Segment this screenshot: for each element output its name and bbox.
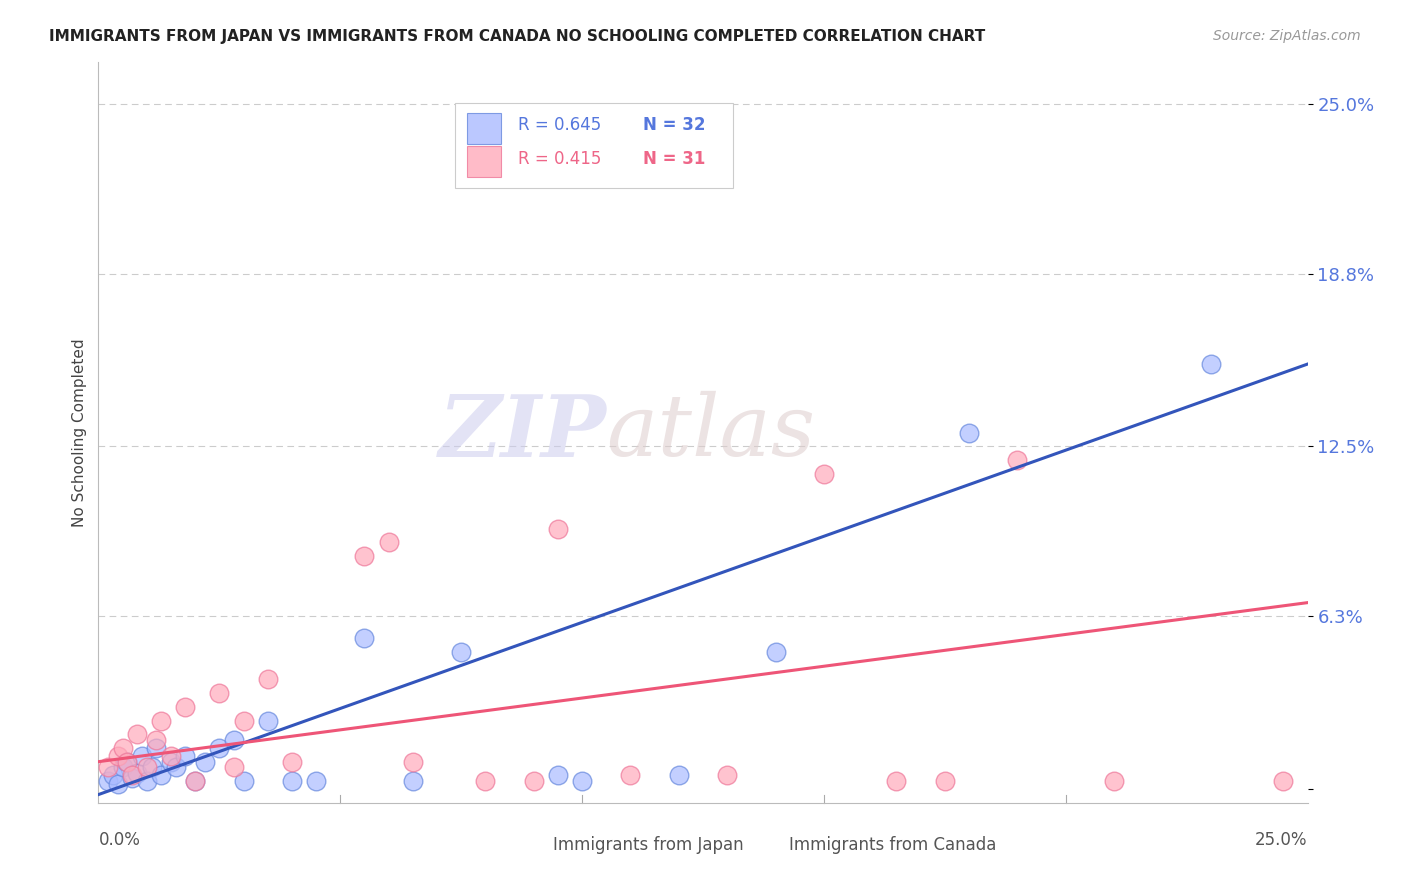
Point xyxy=(107,776,129,790)
Text: N = 31: N = 31 xyxy=(643,150,704,168)
Point xyxy=(523,773,546,788)
Point xyxy=(111,741,134,756)
FancyBboxPatch shape xyxy=(467,146,501,178)
Point xyxy=(256,673,278,687)
Text: atlas: atlas xyxy=(606,392,815,474)
Point xyxy=(1102,773,1125,788)
Point xyxy=(107,749,129,764)
Point xyxy=(111,760,134,774)
Text: R = 0.645: R = 0.645 xyxy=(517,116,602,135)
Point xyxy=(135,760,157,774)
Point xyxy=(232,714,254,728)
Y-axis label: No Schooling Completed: No Schooling Completed xyxy=(72,338,87,527)
FancyBboxPatch shape xyxy=(751,835,782,857)
Point xyxy=(813,467,835,481)
Point xyxy=(305,773,328,788)
Point xyxy=(353,549,375,563)
FancyBboxPatch shape xyxy=(467,112,501,144)
Point xyxy=(765,645,787,659)
Point xyxy=(886,773,908,788)
Text: 25.0%: 25.0% xyxy=(1256,831,1308,849)
Point xyxy=(117,755,139,769)
Point xyxy=(619,768,641,782)
Point xyxy=(450,645,472,659)
Point xyxy=(145,732,167,747)
Text: Immigrants from Canada: Immigrants from Canada xyxy=(789,836,997,854)
Point xyxy=(174,749,197,764)
Text: N = 32: N = 32 xyxy=(643,116,704,135)
Point xyxy=(1199,357,1222,371)
Point xyxy=(402,773,425,788)
Point xyxy=(222,760,245,774)
Text: Source: ZipAtlas.com: Source: ZipAtlas.com xyxy=(1213,29,1361,44)
Point xyxy=(117,755,139,769)
Point xyxy=(281,773,304,788)
Point xyxy=(131,749,153,764)
Point xyxy=(97,760,120,774)
Point xyxy=(377,535,399,549)
Point xyxy=(97,773,120,788)
Point xyxy=(135,773,157,788)
FancyBboxPatch shape xyxy=(456,103,734,188)
Point xyxy=(571,773,593,788)
Point xyxy=(184,773,207,788)
Point xyxy=(160,749,183,764)
Text: 0.0%: 0.0% xyxy=(98,831,141,849)
Point xyxy=(281,755,304,769)
FancyBboxPatch shape xyxy=(516,835,546,857)
Point xyxy=(547,768,569,782)
Point xyxy=(145,741,167,756)
Point xyxy=(668,768,690,782)
Text: ZIP: ZIP xyxy=(439,391,606,475)
Point xyxy=(174,699,197,714)
Point xyxy=(150,768,173,782)
Text: IMMIGRANTS FROM JAPAN VS IMMIGRANTS FROM CANADA NO SCHOOLING COMPLETED CORRELATI: IMMIGRANTS FROM JAPAN VS IMMIGRANTS FROM… xyxy=(49,29,986,45)
Point xyxy=(127,765,149,780)
Point xyxy=(141,760,163,774)
Point xyxy=(353,632,375,646)
Text: Immigrants from Japan: Immigrants from Japan xyxy=(553,836,744,854)
Point xyxy=(208,741,231,756)
Point xyxy=(194,755,217,769)
Point xyxy=(716,768,738,782)
Point xyxy=(1007,453,1029,467)
Point xyxy=(184,773,207,788)
Point xyxy=(160,755,183,769)
Point xyxy=(127,727,149,741)
Point xyxy=(547,522,569,536)
Point xyxy=(474,773,496,788)
Point xyxy=(934,773,956,788)
Point xyxy=(208,686,231,700)
Point xyxy=(232,773,254,788)
Point xyxy=(402,755,425,769)
Point xyxy=(1272,773,1295,788)
Point xyxy=(957,425,980,440)
Point xyxy=(256,714,278,728)
Point xyxy=(121,771,143,785)
Point xyxy=(121,768,143,782)
Point xyxy=(222,732,245,747)
Text: R = 0.415: R = 0.415 xyxy=(517,150,602,168)
Point xyxy=(165,760,187,774)
Point xyxy=(150,714,173,728)
Point xyxy=(101,768,124,782)
